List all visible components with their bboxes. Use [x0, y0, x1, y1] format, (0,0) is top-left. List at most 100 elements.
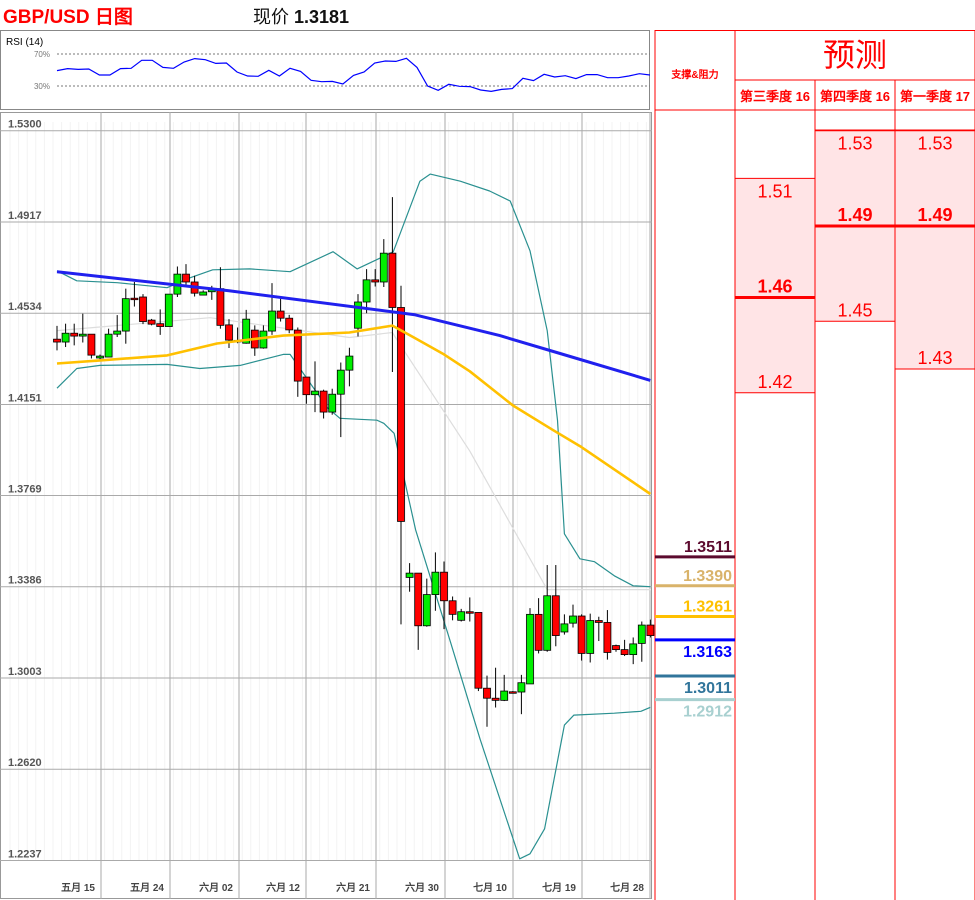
- candle-body: [397, 307, 405, 522]
- candle: [551, 565, 560, 647]
- candle-body: [594, 620, 603, 623]
- candle: [96, 354, 104, 360]
- forecast-mid-value: 1.49: [837, 205, 872, 225]
- candle-body: [336, 369, 345, 395]
- candle-body: [629, 643, 638, 656]
- candle: [104, 328, 113, 358]
- candle-body: [551, 595, 560, 636]
- candle: [569, 604, 577, 628]
- y-tick-label: 1.3769: [8, 483, 42, 495]
- forecast-mid-value: 1.49: [917, 205, 952, 225]
- candle: [405, 563, 414, 592]
- candle: [268, 283, 276, 335]
- current-price: 现价 1.3181: [253, 3, 349, 29]
- candle-body: [293, 329, 302, 382]
- candle-body: [362, 279, 371, 303]
- candle-body: [620, 649, 629, 656]
- forecast-band: [895, 130, 975, 369]
- candle: [491, 667, 500, 708]
- candle: [336, 362, 345, 438]
- candle-body: [139, 296, 147, 322]
- candle-body: [164, 293, 173, 327]
- candle: [517, 674, 526, 715]
- forecast-high-value: 1.51: [757, 181, 792, 201]
- candle: [276, 298, 285, 322]
- candle: [629, 637, 638, 665]
- candle: [164, 293, 173, 327]
- candle-body: [586, 620, 595, 654]
- candle: [371, 269, 380, 287]
- candle-body: [465, 611, 474, 614]
- candle: [345, 347, 354, 387]
- forecast-column-header: 第三季度 16: [740, 89, 810, 104]
- forecast-high-value: 1.53: [917, 134, 952, 154]
- candle: [78, 313, 87, 343]
- candle: [328, 388, 337, 415]
- rsi-panel: RSI (14) 70% 30%: [0, 30, 650, 110]
- candle-body: [328, 393, 337, 413]
- bollinger-upper-line: [56, 173, 651, 588]
- x-tick-label: 七月 19: [542, 881, 576, 894]
- candle: [646, 619, 655, 638]
- candle-body: [96, 355, 104, 359]
- candle-body: [70, 332, 79, 337]
- candle-body: [113, 330, 122, 335]
- x-tick-label: 五月 24: [130, 882, 164, 894]
- candle-body: [285, 317, 294, 331]
- rsi-plot: 70% 30%: [34, 50, 650, 93]
- candle-body: [78, 333, 87, 337]
- candle: [560, 614, 569, 635]
- candle-body: [500, 690, 509, 701]
- candle: [182, 264, 190, 287]
- candle: [379, 239, 388, 287]
- candle-body: [457, 611, 466, 621]
- candle: [388, 197, 397, 373]
- candle: [139, 294, 147, 325]
- candle-body: [87, 333, 96, 356]
- candle: [147, 318, 156, 326]
- candle: [483, 675, 491, 727]
- candle: [87, 333, 96, 359]
- candle-body: [491, 697, 500, 701]
- candle-body: [319, 390, 328, 413]
- forecast-mid-value: 1.46: [757, 276, 792, 296]
- candle: [319, 389, 328, 419]
- y-tick-label: 1.4534: [8, 301, 43, 313]
- forecast-high-value: 1.53: [837, 134, 872, 154]
- candle: [285, 314, 294, 334]
- x-tick-label: 六月 21: [336, 881, 370, 894]
- forecast-band: [815, 130, 895, 322]
- candle-body: [121, 298, 130, 332]
- candle-body: [612, 645, 620, 651]
- forecast-low-value: 1.43: [917, 348, 952, 368]
- forecast-low-value: 1.42: [757, 372, 792, 392]
- candle: [465, 597, 474, 622]
- candle-body: [483, 687, 491, 699]
- candle: [242, 309, 251, 344]
- x-tick-label: 六月 12: [266, 881, 300, 894]
- candle: [354, 294, 362, 337]
- x-tick-label: 七月 28: [610, 881, 644, 894]
- forecast-column-header: 第一季度 17: [900, 89, 970, 104]
- forecast-low-value: 1.45: [837, 300, 872, 320]
- candle-body: [405, 572, 414, 578]
- candle: [500, 674, 509, 702]
- y-tick-label: 1.3003: [8, 666, 42, 678]
- candle-body: [448, 600, 457, 615]
- candle-body: [526, 613, 534, 685]
- candle: [448, 596, 457, 621]
- candle: [440, 561, 448, 630]
- candle: [612, 644, 620, 652]
- candle: [70, 323, 79, 346]
- candle: [113, 315, 122, 338]
- candle-body: [379, 252, 388, 283]
- candle-body: [543, 595, 552, 651]
- candle-body: [440, 571, 448, 602]
- candle-body: [276, 310, 285, 319]
- candle: [293, 327, 302, 397]
- current-price-value: 1.3181: [294, 7, 350, 27]
- candle: [508, 691, 517, 694]
- candle-body: [646, 624, 655, 636]
- candle: [53, 325, 61, 351]
- forecast-column-header: 第四季度 16: [820, 89, 890, 104]
